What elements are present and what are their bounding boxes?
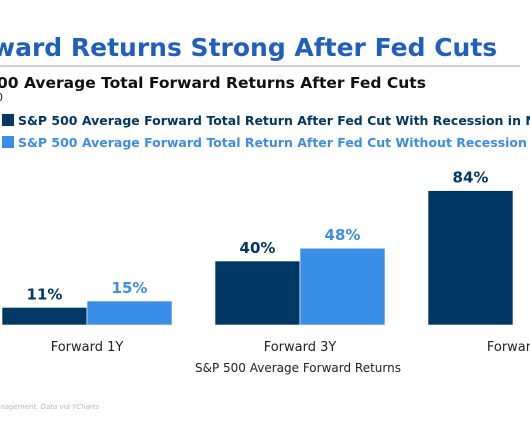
bar-value-label-with-recession-1: 11% xyxy=(27,285,63,303)
bar-labels-group: 11% 15% 40% 48% 84% xyxy=(27,169,489,304)
bar-with-recession-3 xyxy=(427,190,514,326)
bar-value-label-with-recession-3: 84% xyxy=(453,169,489,187)
chart-subtitle: 00 Average Total Forward Returns After F… xyxy=(0,74,426,92)
chart-title: ward Returns Strong After Fed Cuts xyxy=(0,33,497,62)
x-axis-title: S&P 500 Average Forward Returns xyxy=(195,361,401,375)
x-tick-labels: Forward 1Y Forward 3Y Forward xyxy=(51,340,530,355)
legend-swatch-without-recession xyxy=(2,136,14,148)
x-tick-label-1: Forward 1Y xyxy=(51,340,124,355)
x-tick-label-2: Forward 3Y xyxy=(264,340,337,355)
bar-with-recession-2 xyxy=(214,260,301,326)
legend: S&P 500 Average Forward Total Return Aft… xyxy=(2,113,530,150)
legend-label-without-recession: S&P 500 Average Forward Total Return Aft… xyxy=(18,135,530,150)
bar-with-recession-1 xyxy=(1,307,88,326)
bar-without-recession-1 xyxy=(86,300,173,326)
subtitle-fragment: 0 xyxy=(0,91,3,104)
bar-value-label-with-recession-2: 40% xyxy=(240,239,276,257)
source-note: Management. Data via YCharts xyxy=(0,403,99,411)
legend-swatch-with-recession xyxy=(2,114,14,126)
bars-group xyxy=(1,190,514,326)
x-tick-label-3: Forward xyxy=(487,340,530,355)
bar-value-label-without-recession-2: 48% xyxy=(325,226,361,244)
bar-without-recession-2 xyxy=(299,247,386,326)
bar-value-label-without-recession-1: 15% xyxy=(112,279,148,297)
legend-label-with-recession: S&P 500 Average Forward Total Return Aft… xyxy=(18,113,530,128)
